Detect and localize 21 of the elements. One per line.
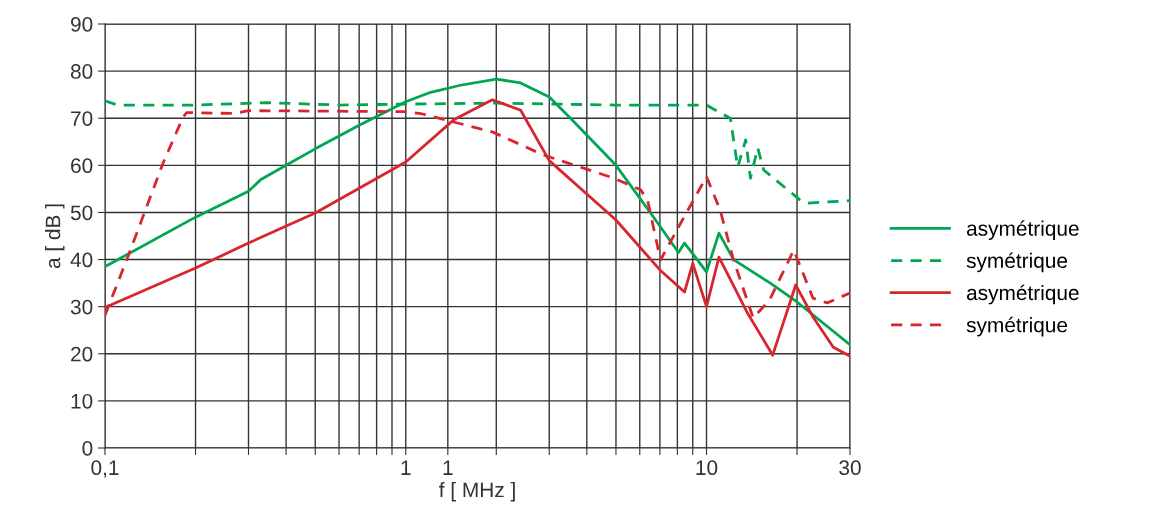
x-tick-label: 10 xyxy=(696,460,718,476)
x-tick-label: 0,1 xyxy=(91,460,119,478)
y-tick-label: 30 xyxy=(70,299,93,315)
x-axis-title: f [ MHz ] xyxy=(439,482,515,502)
y-tick-label: 80 xyxy=(70,64,93,79)
y-tick-label: 50 xyxy=(70,205,93,221)
x-tick-label: 1 xyxy=(443,460,453,475)
y-tick-label: 70 xyxy=(71,111,93,126)
legend-label: symétrique xyxy=(966,252,1068,273)
legend-label: symétrique xyxy=(966,316,1068,337)
x-tick-label: 30 xyxy=(839,460,861,476)
x-tick-label: 1 xyxy=(401,460,411,475)
y-tick-label: 20 xyxy=(71,346,93,362)
y-tick-label: 0 xyxy=(82,441,93,456)
y-tick-label: 60 xyxy=(71,158,93,174)
y-tick-label: 90 xyxy=(71,17,93,32)
legend-label: asymétrique xyxy=(966,284,1079,305)
y-tick-label: 10 xyxy=(71,393,93,409)
y-axis-title: a [ dB ] xyxy=(45,204,65,269)
y-tick-label: 40 xyxy=(70,252,93,268)
legend-label: asymétrique xyxy=(966,220,1079,240)
